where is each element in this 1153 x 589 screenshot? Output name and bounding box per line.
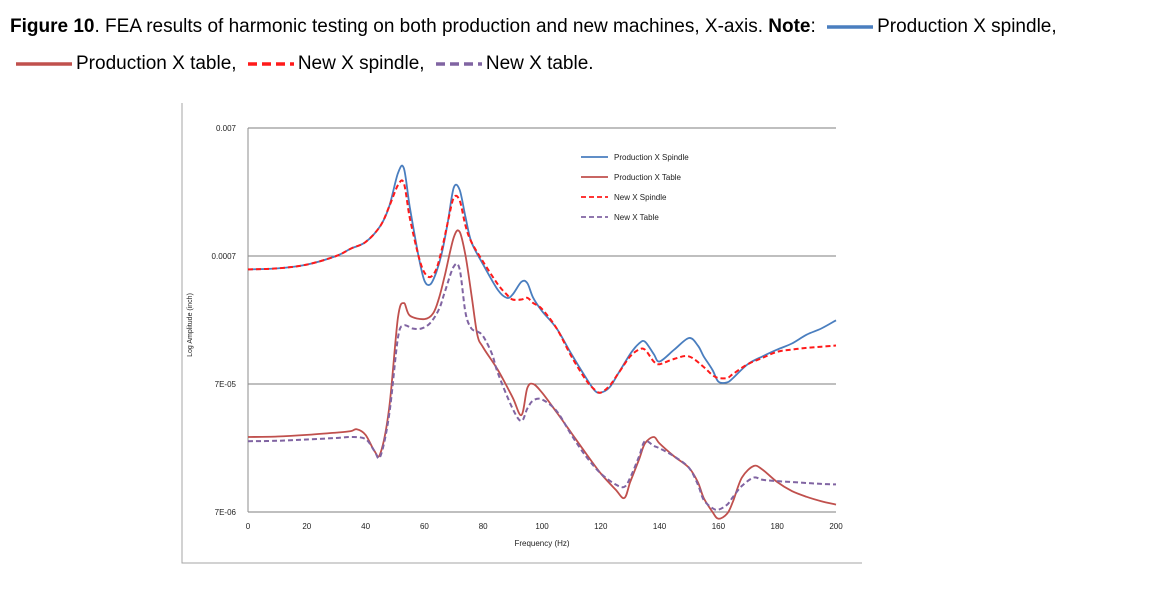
caption-item-new-spindle: New X spindle,: [297, 53, 425, 74]
y-tick-label: 0.007: [216, 124, 237, 133]
caption-swatch-new-spindle: [247, 62, 294, 66]
x-tick-label: 80: [479, 522, 488, 531]
caption-text: . FEA results of harmonic testing on bot…: [94, 16, 769, 37]
legend-label-production-x-table: Production X Table: [614, 173, 682, 182]
caption-swatch-new-table: [435, 62, 482, 66]
x-tick-label: 100: [535, 522, 549, 531]
series-line-production-x-table: [247, 229, 837, 520]
series-line-new-x-spindle: [247, 179, 837, 394]
x-tick-label: 40: [361, 522, 370, 531]
series-line-production-x-spindle: [247, 164, 837, 394]
y-tick-label: 0.0007: [212, 252, 237, 261]
legend-label-new-x-table: New X Table: [614, 213, 659, 222]
x-tick-label: 160: [712, 522, 726, 531]
x-tick-label: 60: [420, 522, 429, 531]
x-tick-label: 120: [594, 522, 608, 531]
caption-swatch-production-spindle: [827, 25, 874, 29]
x-tick-label: 180: [771, 522, 785, 531]
series-line-new-x-table: [247, 262, 837, 511]
y-tick-label: 7E-06: [215, 508, 237, 517]
caption-item-production-spindle: Production X spindle,: [877, 16, 1057, 37]
x-tick-label: 140: [653, 522, 667, 531]
x-axis-title: Frequency (Hz): [514, 539, 569, 548]
legend-label-production-x-spindle: Production X Spindle: [614, 153, 689, 162]
note-label: Note: [768, 16, 811, 37]
y-axis-title: Log Amplitude (inch): [187, 293, 194, 357]
x-tick-label: 0: [246, 522, 251, 531]
x-tick-label: 200: [829, 522, 843, 531]
chart-frame: [181, 103, 862, 564]
legend-label-new-x-spindle: New X Spindle: [614, 193, 667, 202]
caption-swatch-production-table: [16, 62, 72, 66]
note-colon: :: [810, 16, 816, 37]
figure-label: Figure 10: [10, 16, 95, 37]
figure-caption: Figure 10. FEA results of harmonic testi…: [10, 8, 1150, 82]
caption-item-production-table: Production X table,: [76, 53, 237, 74]
caption-item-new-table: New X table.: [485, 53, 594, 74]
y-tick-label: 7E-05: [215, 380, 237, 389]
x-tick-label: 20: [302, 522, 311, 531]
